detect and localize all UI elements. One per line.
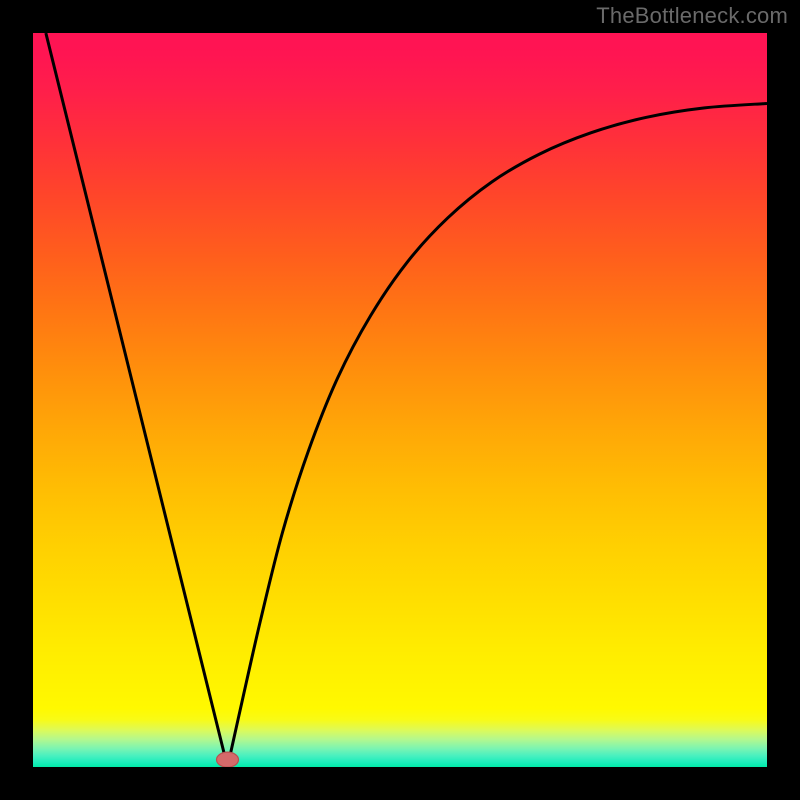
plot-background xyxy=(33,33,767,767)
plot-area xyxy=(33,33,767,767)
chart-container: TheBottleneck.com xyxy=(0,0,800,800)
plot-svg xyxy=(33,33,767,767)
minimum-marker xyxy=(217,752,239,767)
attribution-text: TheBottleneck.com xyxy=(596,3,788,29)
